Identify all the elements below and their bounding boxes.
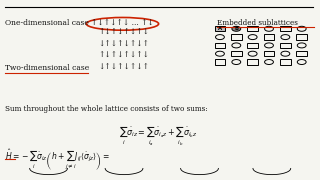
Text: ↑↓↑↓↑↓ ... ↑↓: ↑↓↑↓↑↓ ... ↑↓: [91, 20, 154, 28]
Text: B: B: [234, 26, 238, 31]
Text: ↑↓↑↓↑↓↑↓: ↑↓↑↓↑↓↑↓: [99, 29, 149, 37]
Text: ↓↑↓↑↓↑↓↑: ↓↑↓↑↓↑↓↑: [99, 64, 149, 72]
Circle shape: [232, 26, 241, 31]
Text: Two-dimensional case: Two-dimensional case: [4, 64, 89, 72]
Text: ↓↑↓↑↓↑↓↑: ↓↑↓↑↓↑↓↑: [99, 41, 149, 49]
Text: A: A: [218, 26, 222, 31]
Text: ↑↓↑↓↑↓↑↓: ↑↓↑↓↑↓↑↓: [99, 52, 149, 60]
Text: Embedded sublattices: Embedded sublattices: [217, 19, 298, 27]
Text: Sum throughout the whole lattice consists of two sums:: Sum throughout the whole lattice consist…: [4, 105, 207, 113]
Text: $\hat{H} = -\sum_i \dot{\sigma}_{iz} \left( h + \sum_{j \neq i} J_{ij} \langle \: $\hat{H} = -\sum_i \dot{\sigma}_{iz} \le…: [4, 147, 110, 172]
Text: $\sum_i \dot{\sigma}_{iz} = \sum_{i_a} \dot{\sigma}_{i_a z} + \sum_{i_b} \dot{\s: $\sum_i \dot{\sigma}_{iz} = \sum_{i_a} \…: [119, 124, 198, 148]
Text: One-dimensional case: One-dimensional case: [4, 19, 88, 27]
FancyBboxPatch shape: [214, 26, 225, 31]
